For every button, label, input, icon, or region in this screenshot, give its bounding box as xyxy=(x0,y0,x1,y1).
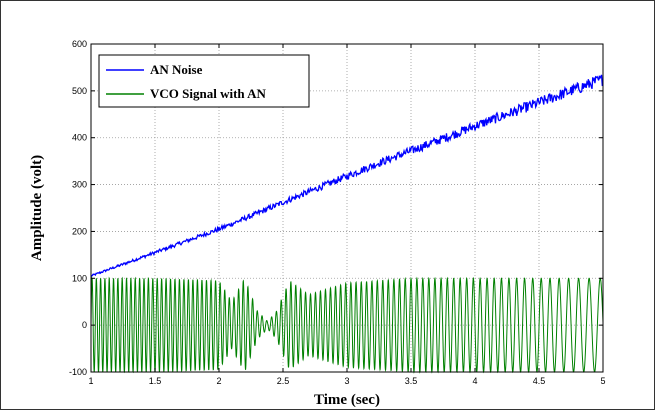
y-tick-label: -100 xyxy=(69,367,87,377)
legend: AN Noise VCO Signal with AN xyxy=(98,54,310,108)
series-layer xyxy=(90,74,604,374)
y-tick-label: 200 xyxy=(72,226,87,236)
x-tick-label: 2 xyxy=(216,376,221,386)
x-tick-label: 2.5 xyxy=(277,376,290,386)
y-tick-label: 600 xyxy=(72,39,87,49)
y-tick-label: 0 xyxy=(82,320,87,330)
x-tick-labels: 1 1.5 2 2.5 3 3.5 4 4.5 5 xyxy=(88,376,605,386)
x-tick-label: 5 xyxy=(600,376,605,386)
series-line-an-noise xyxy=(90,74,604,277)
y-axis-label: Amplitude (volt) xyxy=(29,155,45,261)
y-tick-label: 500 xyxy=(72,86,87,96)
series-line-vco-signal xyxy=(90,276,604,374)
x-axis-label: Time (sec) xyxy=(314,392,380,408)
legend-label-vco-signal: VCO Signal with AN xyxy=(150,86,267,101)
y-tick-label: 400 xyxy=(72,133,87,143)
y-tick-label: 300 xyxy=(72,180,87,190)
x-tick-label: 3 xyxy=(344,376,349,386)
x-tick-label: 1.5 xyxy=(149,376,162,386)
x-tick-label: 4.5 xyxy=(533,376,546,386)
x-tick-label: 3.5 xyxy=(405,376,418,386)
y-tick-labels: -100 0 100 200 300 400 500 600 xyxy=(69,39,87,377)
x-tick-label: 1 xyxy=(88,376,93,386)
legend-label-an-noise: AN Noise xyxy=(150,62,203,77)
tick-marks xyxy=(90,43,604,373)
legend-box xyxy=(98,54,310,108)
y-tick-label: 100 xyxy=(72,273,87,283)
x-tick-label: 4 xyxy=(472,376,477,386)
